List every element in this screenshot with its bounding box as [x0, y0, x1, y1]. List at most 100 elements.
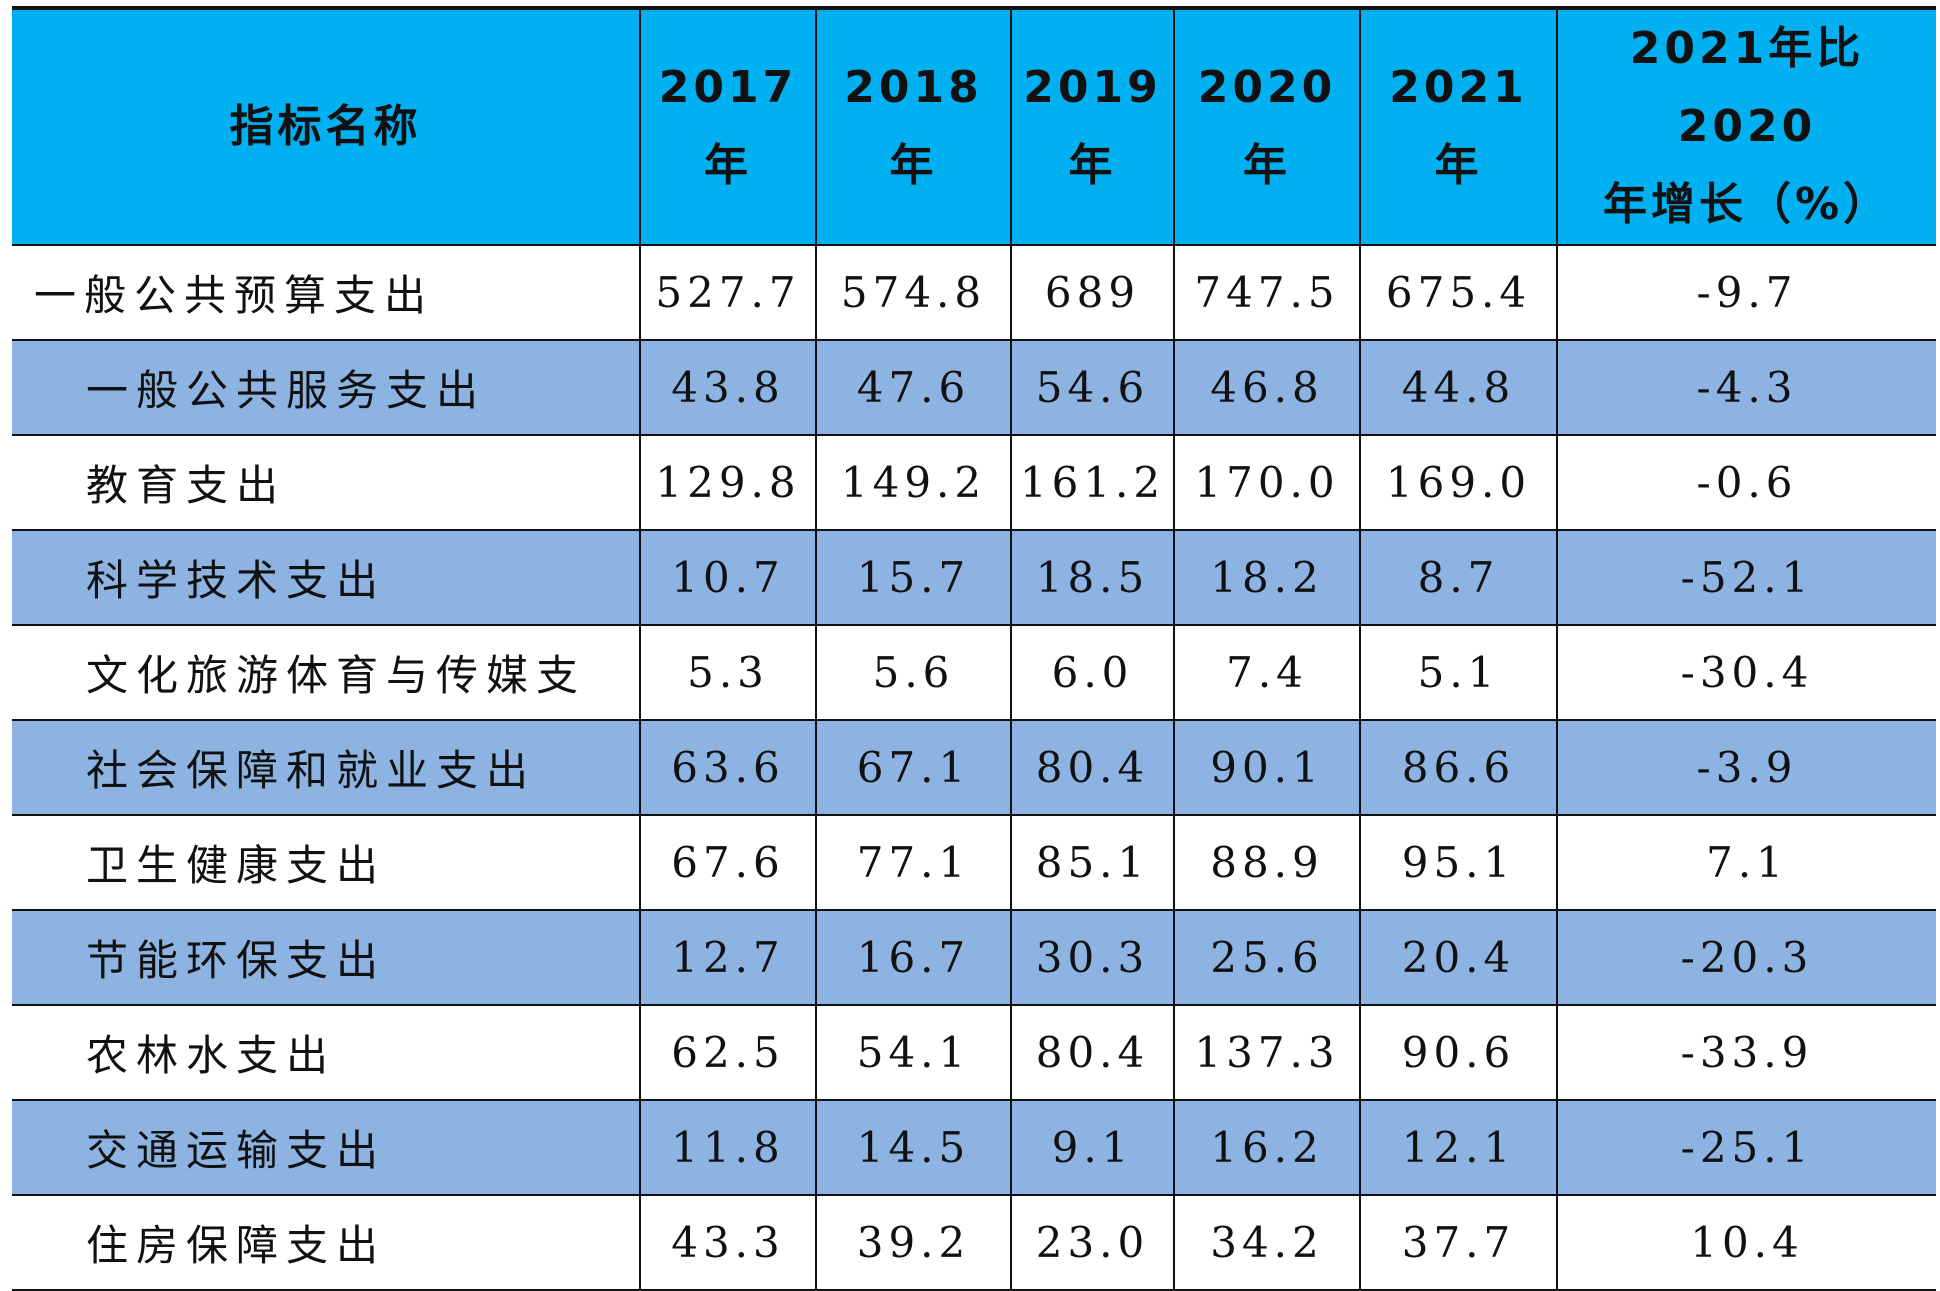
cell-value-2021: 95.1 — [1359, 815, 1557, 911]
table-row: 教育支出 129.8 149.2 161.2 170.0 169.0 -0.6 — [12, 435, 1936, 531]
expenditure-table: 指标名称 2017 年 2018 年 2019 年 2020 年 — [12, 6, 1936, 1291]
cell-growth: 7.1 — [1556, 815, 1936, 911]
cell-growth: -0.6 — [1556, 435, 1936, 531]
table-row: 一般公共服务支出 43.8 47.6 54.6 46.8 44.8 -4.3 — [12, 340, 1936, 436]
header-year-2021-number: 2021 — [1389, 62, 1528, 113]
cell-value-2020: 88.9 — [1173, 815, 1360, 911]
cell-value-2017: 62.5 — [639, 1005, 816, 1101]
table-header-row: 指标名称 2017 年 2018 年 2019 年 2020 年 — [12, 6, 1936, 246]
header-year-2018-number: 2018 — [844, 62, 983, 113]
cell-value-2018: 15.7 — [815, 530, 1011, 626]
table-row: 农林水支出 62.5 54.1 80.4 137.3 90.6 -33.9 — [12, 1005, 1936, 1101]
cell-value-2021: 86.6 — [1359, 720, 1557, 816]
cell-value-2017: 67.6 — [639, 815, 816, 911]
cell-value-2017: 129.8 — [639, 435, 816, 531]
cell-value-2021: 12.1 — [1359, 1100, 1557, 1196]
cell-value-2018: 149.2 — [815, 435, 1011, 531]
header-year-2020-number: 2020 — [1197, 62, 1337, 113]
header-year-2019-unit: 年 — [1068, 140, 1117, 191]
cell-value-2019: 689 — [1010, 245, 1174, 341]
cell-growth: -33.9 — [1556, 1005, 1936, 1101]
cell-value-2019: 23.0 — [1010, 1195, 1174, 1291]
cell-value-2020: 170.0 — [1173, 435, 1360, 531]
cell-value-2017: 5.3 — [639, 625, 816, 721]
cell-value-2017: 43.3 — [639, 1195, 816, 1291]
cell-value-2019: 6.0 — [1010, 625, 1174, 721]
cell-value-2020: 16.2 — [1173, 1100, 1360, 1196]
header-year-2017-number: 2017 — [658, 62, 798, 113]
row-indicator-name: 农林水支出 — [12, 1005, 640, 1101]
cell-value-2017: 63.6 — [639, 720, 816, 816]
cell-growth: -52.1 — [1556, 530, 1936, 626]
cell-value-2020: 747.5 — [1173, 245, 1360, 341]
cell-value-2018: 14.5 — [815, 1100, 1011, 1196]
cell-growth: -25.1 — [1556, 1100, 1936, 1196]
table-row: 住房保障支出 43.3 39.2 23.0 34.2 37.7 10.4 — [12, 1195, 1936, 1291]
row-indicator-name: 社会保障和就业支出 — [12, 720, 640, 816]
header-year-2020: 2020 年 — [1173, 6, 1360, 246]
row-indicator-name: 文化旅游体育与传媒支 — [12, 625, 640, 721]
row-indicator-name: 科学技术支出 — [12, 530, 640, 626]
cell-growth: 10.4 — [1556, 1195, 1936, 1291]
cell-value-2020: 137.3 — [1173, 1005, 1360, 1101]
row-indicator-name: 一般公共预算支出 — [12, 245, 640, 341]
header-year-2019: 2019 年 — [1010, 6, 1174, 246]
cell-value-2021: 20.4 — [1359, 910, 1557, 1006]
cell-value-2020: 34.2 — [1173, 1195, 1360, 1291]
table-row: 卫生健康支出 67.6 77.1 85.1 88.9 95.1 7.1 — [12, 815, 1936, 911]
expenditure-table-container: 指标名称 2017 年 2018 年 2019 年 2020 年 — [12, 6, 1936, 1291]
cell-value-2020: 7.4 — [1173, 625, 1360, 721]
cell-value-2017: 43.8 — [639, 340, 816, 436]
cell-value-2018: 39.2 — [815, 1195, 1011, 1291]
header-year-2018-unit: 年 — [889, 140, 938, 191]
header-year-2018: 2018 年 — [815, 6, 1011, 246]
row-indicator-name: 教育支出 — [12, 435, 640, 531]
row-indicator-name: 住房保障支出 — [12, 1195, 640, 1291]
cell-value-2018: 16.7 — [815, 910, 1011, 1006]
cell-value-2021: 8.7 — [1359, 530, 1557, 626]
header-growth: 2021年比2020 年增长（%） — [1556, 6, 1936, 246]
cell-value-2017: 10.7 — [639, 530, 816, 626]
table-row: 交通运输支出 11.8 14.5 9.1 16.2 12.1 -25.1 — [12, 1100, 1936, 1196]
cell-growth: -30.4 — [1556, 625, 1936, 721]
header-year-2017-unit: 年 — [704, 140, 752, 191]
header-year-2020-unit: 年 — [1243, 140, 1291, 191]
cell-value-2019: 80.4 — [1010, 1005, 1174, 1101]
cell-value-2021: 90.6 — [1359, 1005, 1557, 1101]
cell-value-2017: 12.7 — [639, 910, 816, 1006]
cell-value-2021: 44.8 — [1359, 340, 1557, 436]
cell-value-2019: 161.2 — [1010, 435, 1174, 531]
row-indicator-name: 一般公共服务支出 — [12, 340, 640, 436]
header-growth-line2: 年增长（%） — [1602, 179, 1892, 230]
cell-value-2019: 9.1 — [1010, 1100, 1174, 1196]
table-row: 节能环保支出 12.7 16.7 30.3 25.6 20.4 -20.3 — [12, 910, 1936, 1006]
header-indicator-name: 指标名称 — [12, 6, 640, 246]
cell-growth: -9.7 — [1556, 245, 1936, 341]
header-growth-line1: 2021年比2020 — [1629, 23, 1865, 152]
table-body: 一般公共预算支出 527.7 574.8 689 747.5 675.4 -9.… — [12, 245, 1936, 1291]
cell-value-2020: 18.2 — [1173, 530, 1360, 626]
cell-value-2018: 574.8 — [815, 245, 1011, 341]
cell-value-2018: 47.6 — [815, 340, 1011, 436]
cell-value-2017: 527.7 — [639, 245, 816, 341]
cell-growth: -4.3 — [1556, 340, 1936, 436]
cell-value-2019: 30.3 — [1010, 910, 1174, 1006]
row-indicator-name: 节能环保支出 — [12, 910, 640, 1006]
cell-value-2021: 37.7 — [1359, 1195, 1557, 1291]
cell-value-2018: 54.1 — [815, 1005, 1011, 1101]
cell-value-2019: 18.5 — [1010, 530, 1174, 626]
cell-value-2018: 77.1 — [815, 815, 1011, 911]
table-row: 一般公共预算支出 527.7 574.8 689 747.5 675.4 -9.… — [12, 245, 1936, 341]
cell-value-2020: 25.6 — [1173, 910, 1360, 1006]
cell-value-2021: 5.1 — [1359, 625, 1557, 721]
cell-value-2019: 54.6 — [1010, 340, 1174, 436]
cell-value-2021: 675.4 — [1359, 245, 1557, 341]
cell-value-2017: 11.8 — [639, 1100, 816, 1196]
table-row: 文化旅游体育与传媒支 5.3 5.6 6.0 7.4 5.1 -30.4 — [12, 625, 1936, 721]
cell-value-2020: 46.8 — [1173, 340, 1360, 436]
table-row: 科学技术支出 10.7 15.7 18.5 18.2 8.7 -52.1 — [12, 530, 1936, 626]
header-year-2019-number: 2019 — [1023, 62, 1162, 113]
row-indicator-name: 交通运输支出 — [12, 1100, 640, 1196]
cell-growth: -20.3 — [1556, 910, 1936, 1006]
header-year-2017: 2017 年 — [639, 6, 816, 246]
